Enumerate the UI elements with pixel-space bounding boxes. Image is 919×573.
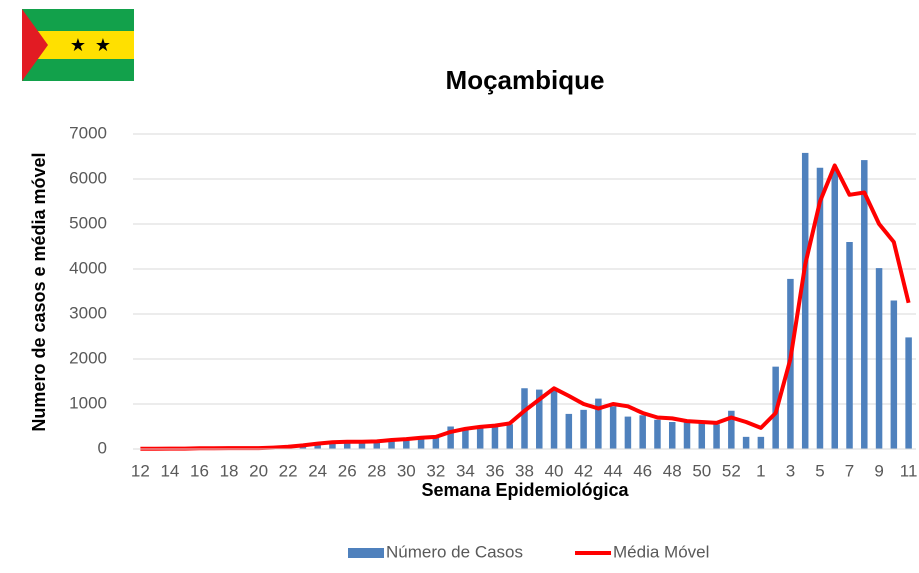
y-tick-label: 2000 — [69, 348, 107, 367]
bar — [565, 413, 573, 449]
x-tick-label: 20 — [249, 461, 268, 480]
bar — [358, 442, 366, 449]
x-tick-label: 34 — [456, 461, 475, 480]
svg-text:★: ★ — [70, 35, 86, 55]
x-tick-label: 30 — [397, 461, 416, 480]
y-tick-label: 4000 — [69, 258, 107, 277]
x-tick-label: 14 — [160, 461, 179, 480]
bar — [536, 389, 543, 449]
bar — [728, 410, 735, 449]
bar — [846, 242, 853, 449]
x-axis-label: Semana Epidemiológica — [421, 480, 629, 500]
bar — [476, 427, 484, 449]
y-tick-label: 7000 — [69, 123, 107, 142]
bar — [417, 437, 425, 449]
x-tick-label: 22 — [279, 461, 298, 480]
x-tick-label: 1 — [756, 461, 765, 480]
bar — [890, 300, 898, 449]
bar — [373, 441, 381, 449]
svg-text:★: ★ — [95, 35, 111, 55]
x-tick-label: 28 — [367, 461, 386, 480]
bar — [861, 160, 868, 449]
bar — [314, 443, 321, 449]
x-tick-label: 38 — [515, 461, 534, 480]
bar — [462, 428, 469, 449]
x-tick-label: 26 — [338, 461, 357, 480]
x-tick-label: 36 — [485, 461, 504, 480]
bar — [432, 437, 440, 449]
y-tick-label: 0 — [98, 438, 107, 457]
bar — [816, 167, 824, 449]
x-tick-label: 32 — [426, 461, 445, 480]
bar — [403, 439, 410, 449]
y-tick-label: 3000 — [69, 303, 107, 322]
x-tick-label: 24 — [308, 461, 327, 480]
bar — [683, 422, 691, 449]
x-tick-label: 7 — [845, 461, 854, 480]
y-tick-label: 1000 — [69, 393, 107, 412]
x-tick-label: 5 — [815, 461, 824, 480]
x-tick-label: 18 — [220, 461, 239, 480]
bar — [447, 426, 454, 449]
bar — [639, 415, 646, 449]
y-tick-label: 6000 — [69, 168, 107, 187]
x-tick-label: 3 — [786, 461, 795, 480]
bar — [329, 442, 336, 449]
bar — [713, 424, 720, 449]
bar — [831, 170, 838, 449]
bar — [521, 388, 528, 449]
bar — [609, 406, 617, 449]
y-tick-label: 5000 — [69, 213, 107, 232]
line — [140, 163, 911, 451]
x-tick-label: 52 — [722, 461, 741, 480]
bar — [668, 422, 676, 449]
legend-swatch — [348, 548, 384, 558]
bar — [550, 390, 558, 449]
bar — [698, 422, 706, 449]
bar — [595, 398, 602, 449]
bar — [506, 424, 513, 449]
bar — [801, 152, 809, 449]
x-tick-label: 11 — [900, 461, 918, 480]
x-tick-label: 46 — [633, 461, 652, 480]
x-tick-label: 9 — [874, 461, 883, 480]
bar — [905, 337, 912, 449]
bar — [875, 268, 883, 449]
bar — [624, 416, 632, 449]
bar — [388, 440, 395, 449]
bar — [580, 409, 587, 449]
bar — [491, 426, 499, 449]
chart-title: Moçambique — [446, 65, 605, 95]
bar — [757, 436, 765, 449]
legend-label: Número de Casos — [386, 542, 523, 561]
x-tick-label: 44 — [604, 461, 623, 480]
x-tick-label: 12 — [131, 461, 150, 480]
x-tick-label: 50 — [692, 461, 711, 480]
flag: ★ ★ — [22, 9, 134, 81]
bar — [742, 436, 750, 449]
x-tick-label: 16 — [190, 461, 209, 480]
bar — [343, 441, 351, 449]
legend-label: Média Móvel — [613, 542, 709, 561]
x-tick-label: 48 — [663, 461, 682, 480]
y-axis-label: Numero de casos e média móvel — [29, 152, 49, 431]
bar — [654, 419, 661, 449]
x-tick-label: 42 — [574, 461, 593, 480]
x-tick-label: 40 — [545, 461, 564, 480]
